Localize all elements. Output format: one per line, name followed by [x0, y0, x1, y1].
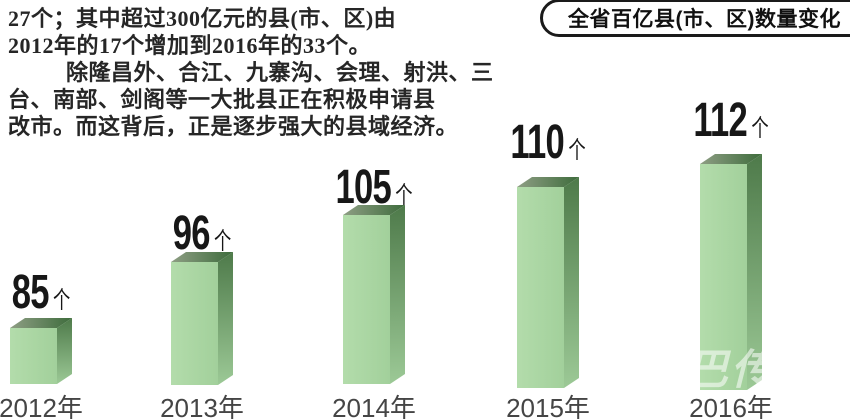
bar-value-unit: 个 — [53, 287, 71, 314]
bar-2015年 — [517, 177, 579, 393]
bar-2014年 — [343, 205, 405, 389]
bar-value-number: 96 — [172, 207, 211, 260]
bar-value-number: 85 — [11, 266, 50, 319]
article-line: 台、南部、剑阁等一大批县正在积极申请县 — [8, 87, 436, 112]
bar-year-label: 2014年 — [332, 393, 416, 419]
article-line: 除隆昌外、合江、九寨沟、会理、射洪、三 — [66, 60, 494, 85]
article-line: 改市。而这背后，正是逐步强大的县域经济。 — [8, 114, 459, 139]
bar-value-number: 112 — [693, 94, 747, 147]
article-line: 2012年的17个增加到2016年的33个。 — [8, 33, 372, 58]
article-line: 27个；其中超过300亿元的县(市、区)由 — [8, 6, 397, 31]
bar-value-unit: 个 — [751, 115, 769, 142]
bar-year-label: 2015年 — [506, 393, 590, 419]
bar-value-unit: 个 — [395, 182, 413, 209]
bar-year-label: 2012年 — [0, 393, 83, 419]
article-text: 27个；其中超过300亿元的县(市、区)由 2012年的17个增加到2016年的3… — [8, 5, 494, 140]
bar-value-number: 110 — [510, 116, 564, 169]
bar-2016年 — [700, 154, 762, 395]
bar-value-label: 105 个 — [335, 164, 412, 212]
bar-value-label: 112 个 — [693, 97, 768, 145]
bar-value-label: 96 个 — [173, 210, 232, 258]
bar-2012年 — [10, 318, 72, 389]
bar-year-label: 2013年 — [160, 393, 244, 419]
chart-title-box: 全省百亿县(市、区)数量变化 — [540, 0, 850, 37]
bar-year-label: 2016年 — [689, 393, 773, 419]
bar-value-number: 105 — [335, 161, 391, 214]
bar-value-label: 110 个 — [510, 119, 585, 167]
bar-value-unit: 个 — [214, 228, 232, 255]
bar-value-unit: 个 — [568, 137, 586, 164]
chart-title: 全省百亿县(市、区)数量变化 — [568, 8, 841, 31]
bar-2013年 — [171, 252, 233, 390]
bar-value-label: 85 个 — [12, 269, 71, 317]
